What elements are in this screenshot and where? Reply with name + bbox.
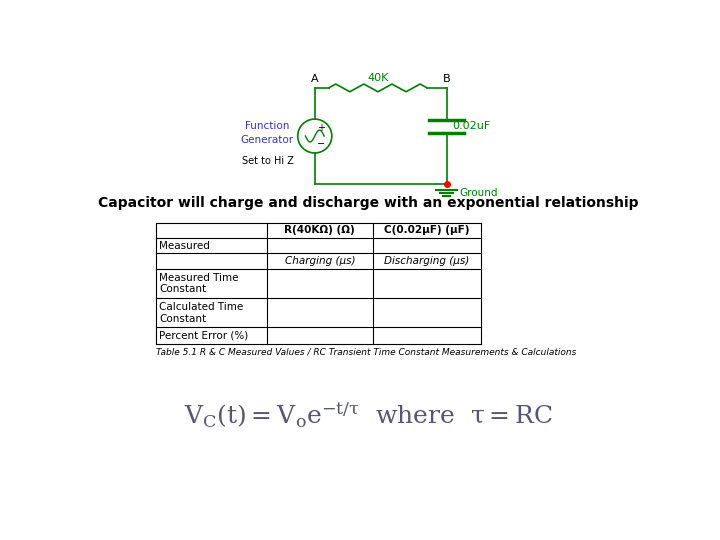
Text: 40K: 40K <box>367 72 389 83</box>
Text: −: − <box>317 139 325 150</box>
Text: B: B <box>443 74 450 84</box>
Text: $\mathregular{V_C(t) = V_o e^{-t/\tau}}$  where  $\mathregular{\tau = RC}$: $\mathregular{V_C(t) = V_o e^{-t/\tau}}$… <box>184 400 554 430</box>
Text: Discharging (μs): Discharging (μs) <box>384 256 469 266</box>
Text: C(0.02μF) (μF): C(0.02μF) (μF) <box>384 225 470 235</box>
Text: Set to Hi Z: Set to Hi Z <box>242 156 294 166</box>
Text: Measured: Measured <box>159 241 210 251</box>
Text: Calculated Time
Constant: Calculated Time Constant <box>159 302 243 323</box>
Text: Capacitor will charge and discharge with an exponential relationship: Capacitor will charge and discharge with… <box>98 195 638 210</box>
Text: Function
Generator: Function Generator <box>240 122 294 145</box>
Text: R(40KΩ) (Ω): R(40KΩ) (Ω) <box>284 225 355 235</box>
Text: Measured Time
Constant: Measured Time Constant <box>159 273 238 294</box>
Text: Percent Error (%): Percent Error (%) <box>159 331 248 341</box>
Text: A: A <box>311 74 318 84</box>
Text: Table 5.1 R & C Measured Values / RC Transient Time Constant Measurements & Calc: Table 5.1 R & C Measured Values / RC Tra… <box>156 347 576 356</box>
Text: 0.02uF: 0.02uF <box>452 122 490 131</box>
Text: Ground: Ground <box>459 187 498 198</box>
Text: Charging (μs): Charging (μs) <box>284 256 355 266</box>
Text: +: + <box>317 123 325 132</box>
